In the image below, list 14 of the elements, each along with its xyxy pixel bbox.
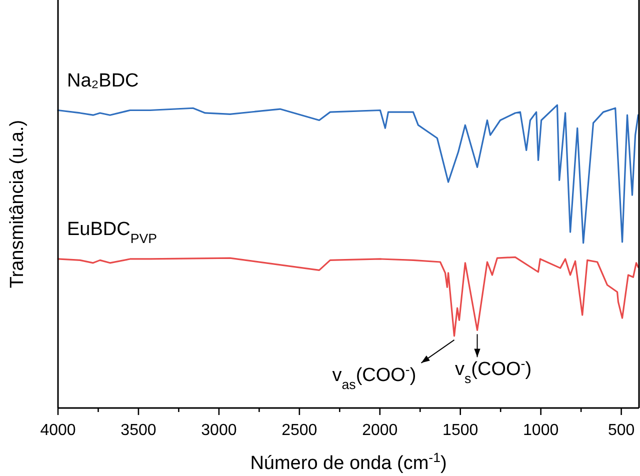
x-tick-label: 3000 (201, 422, 237, 439)
series-label: EuBDC$_{PVP}$ (67, 218, 158, 246)
annotation: v$_{s}$(COO$^{-}$) (454, 356, 532, 386)
x-tick-label: 3500 (120, 422, 156, 439)
y-axis-title: Transmitância (u.a.) (7, 120, 28, 288)
x-tick-label: 2500 (282, 422, 318, 439)
series-label: Na₂BDC (67, 70, 139, 92)
annotation: v$_{as}$(COO$^{-}$) (332, 361, 416, 392)
x-axis-title: Número de onda (cm$^{-1}$) (250, 450, 447, 474)
x-tick-label: 4000 (40, 422, 76, 439)
x-tick-label: 1000 (523, 422, 559, 439)
x-tick-label: 2000 (362, 422, 398, 439)
x-tick-label: 1500 (442, 422, 478, 439)
x-tick-label: 500 (608, 422, 635, 439)
